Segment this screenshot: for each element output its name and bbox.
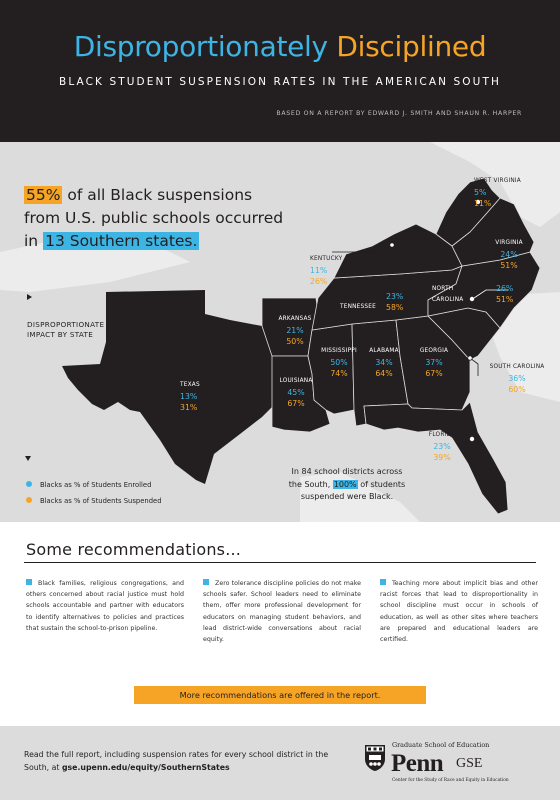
state-florida	[363, 401, 509, 515]
footer: Read the full report, including suspensi…	[0, 726, 560, 800]
northeast-landmass	[430, 142, 560, 227]
label-florida: FLORIDA 23% 39%	[428, 432, 456, 462]
headline-stat: 55% of all Black suspensions from U.S. p…	[24, 184, 294, 253]
divider	[24, 562, 536, 563]
label-alabama: ALABAMA 34% 64%	[369, 348, 399, 378]
gulf-coast	[300, 472, 420, 522]
label-arkansas: ARKANSAS 21% 50%	[278, 316, 312, 346]
values-north-carolina: 26% 51%	[496, 284, 514, 304]
square-bullet-icon	[26, 579, 32, 585]
impact-label-line-2: IMPACT BY STATE	[27, 330, 94, 339]
districts-callout: In 84 school districts across the South,…	[288, 467, 406, 501]
kentucky-leader	[332, 245, 391, 253]
label-georgia: GEORGIA 37% 67%	[419, 348, 449, 378]
north-carolina-leader	[473, 289, 508, 299]
penn-gse-logo: Graduate School of Education Penn GSE Ce…	[364, 740, 544, 788]
title-part-2: Disciplined	[336, 30, 487, 63]
headline-line-1: of all Black suspensions	[67, 186, 253, 204]
values-tennessee: 23% 58%	[386, 292, 404, 312]
square-bullet-icon	[203, 579, 209, 585]
label-louisiana: LOUISIANA 45% 67%	[279, 378, 313, 408]
florida-leader	[455, 431, 471, 439]
label-mississippi: MISSISSIPPI 50% 74%	[321, 348, 357, 378]
logo-center-name: Center for the Study of Race and Equity …	[392, 778, 509, 783]
header-banner: Disproportionately Disciplined BLACK STU…	[0, 0, 560, 142]
legend-item-enrolled: Blacks as % of Students Enrolled	[26, 477, 162, 493]
headline-line-3-pre: in	[24, 232, 39, 250]
page-subtitle: BLACK STUDENT SUSPENSION RATES IN THE AM…	[59, 76, 501, 88]
leader-dots	[389, 199, 481, 442]
south-carolina-leader	[469, 357, 479, 376]
label-kentucky: KENTUCKY 11% 26%	[310, 256, 343, 286]
label-virginia: VIRGINIA 24% 51%	[495, 240, 523, 270]
legend-item-suspended: Blacks as % of Students Suspended	[26, 493, 162, 509]
state-west-virginia	[435, 177, 501, 247]
label-south-carolina: SOUTH CAROLINA 36% 60%	[489, 364, 545, 394]
map-legend: Blacks as % of Students Enrolled Blacks …	[26, 477, 162, 509]
west-landmass	[0, 237, 190, 292]
orange-dot-icon	[26, 497, 32, 503]
label-west-virginia: WEST VIRGINIA 5% 11%	[474, 178, 521, 208]
impact-label: DISPROPORTIONATE IMPACT BY STATE	[27, 320, 147, 340]
headline-percent: 55%	[24, 186, 63, 204]
label-tennessee: TENNESSEE	[340, 304, 377, 310]
southern-states-map	[0, 142, 560, 522]
logo-penn: Penn	[391, 750, 444, 777]
blue-dot-icon	[26, 481, 32, 487]
recommendations-title: Some recommendations...	[26, 540, 242, 559]
triangle-marker-icon	[27, 294, 32, 300]
label-texas: TEXAS 13% 31%	[180, 382, 200, 412]
title-part-1: Disproportionately	[73, 30, 328, 63]
report-url[interactable]: gse.upenn.edu/equity/SouthernStates	[61, 763, 230, 772]
down-triangle-icon	[25, 456, 31, 461]
penn-shield-icon	[365, 745, 385, 771]
label-north-carolina: NORTH CAROLINA	[432, 286, 464, 303]
footer-text: Read the full report, including suspensi…	[24, 750, 329, 772]
recommendation-3: Teaching more about implicit bias and ot…	[380, 579, 538, 644]
state-texas	[62, 290, 272, 484]
attribution: BASED ON A REPORT BY EDWARD J. SMITH AND…	[276, 110, 522, 117]
districts-percent: 100%	[332, 479, 358, 489]
square-bullet-icon	[380, 579, 386, 585]
map-section	[0, 142, 560, 522]
headline-states-count: 13 Southern states.	[43, 232, 200, 250]
impact-label-line-1: DISPROPORTIONATE	[27, 320, 105, 329]
logo-school-name: Graduate School of Education	[392, 741, 490, 749]
headline-line-2: from U.S. public schools occurred	[24, 209, 284, 227]
recommendation-2: Zero tolerance discipline policies do no…	[203, 579, 361, 644]
recommendation-1: Black families, religious congregations,…	[26, 579, 184, 632]
leader-lines	[332, 245, 508, 439]
page-title: Disproportionately Disciplined	[0, 30, 560, 63]
logo-gse: GSE	[456, 756, 483, 771]
more-recommendations-banner: More recommendations are offered in the …	[134, 686, 426, 704]
